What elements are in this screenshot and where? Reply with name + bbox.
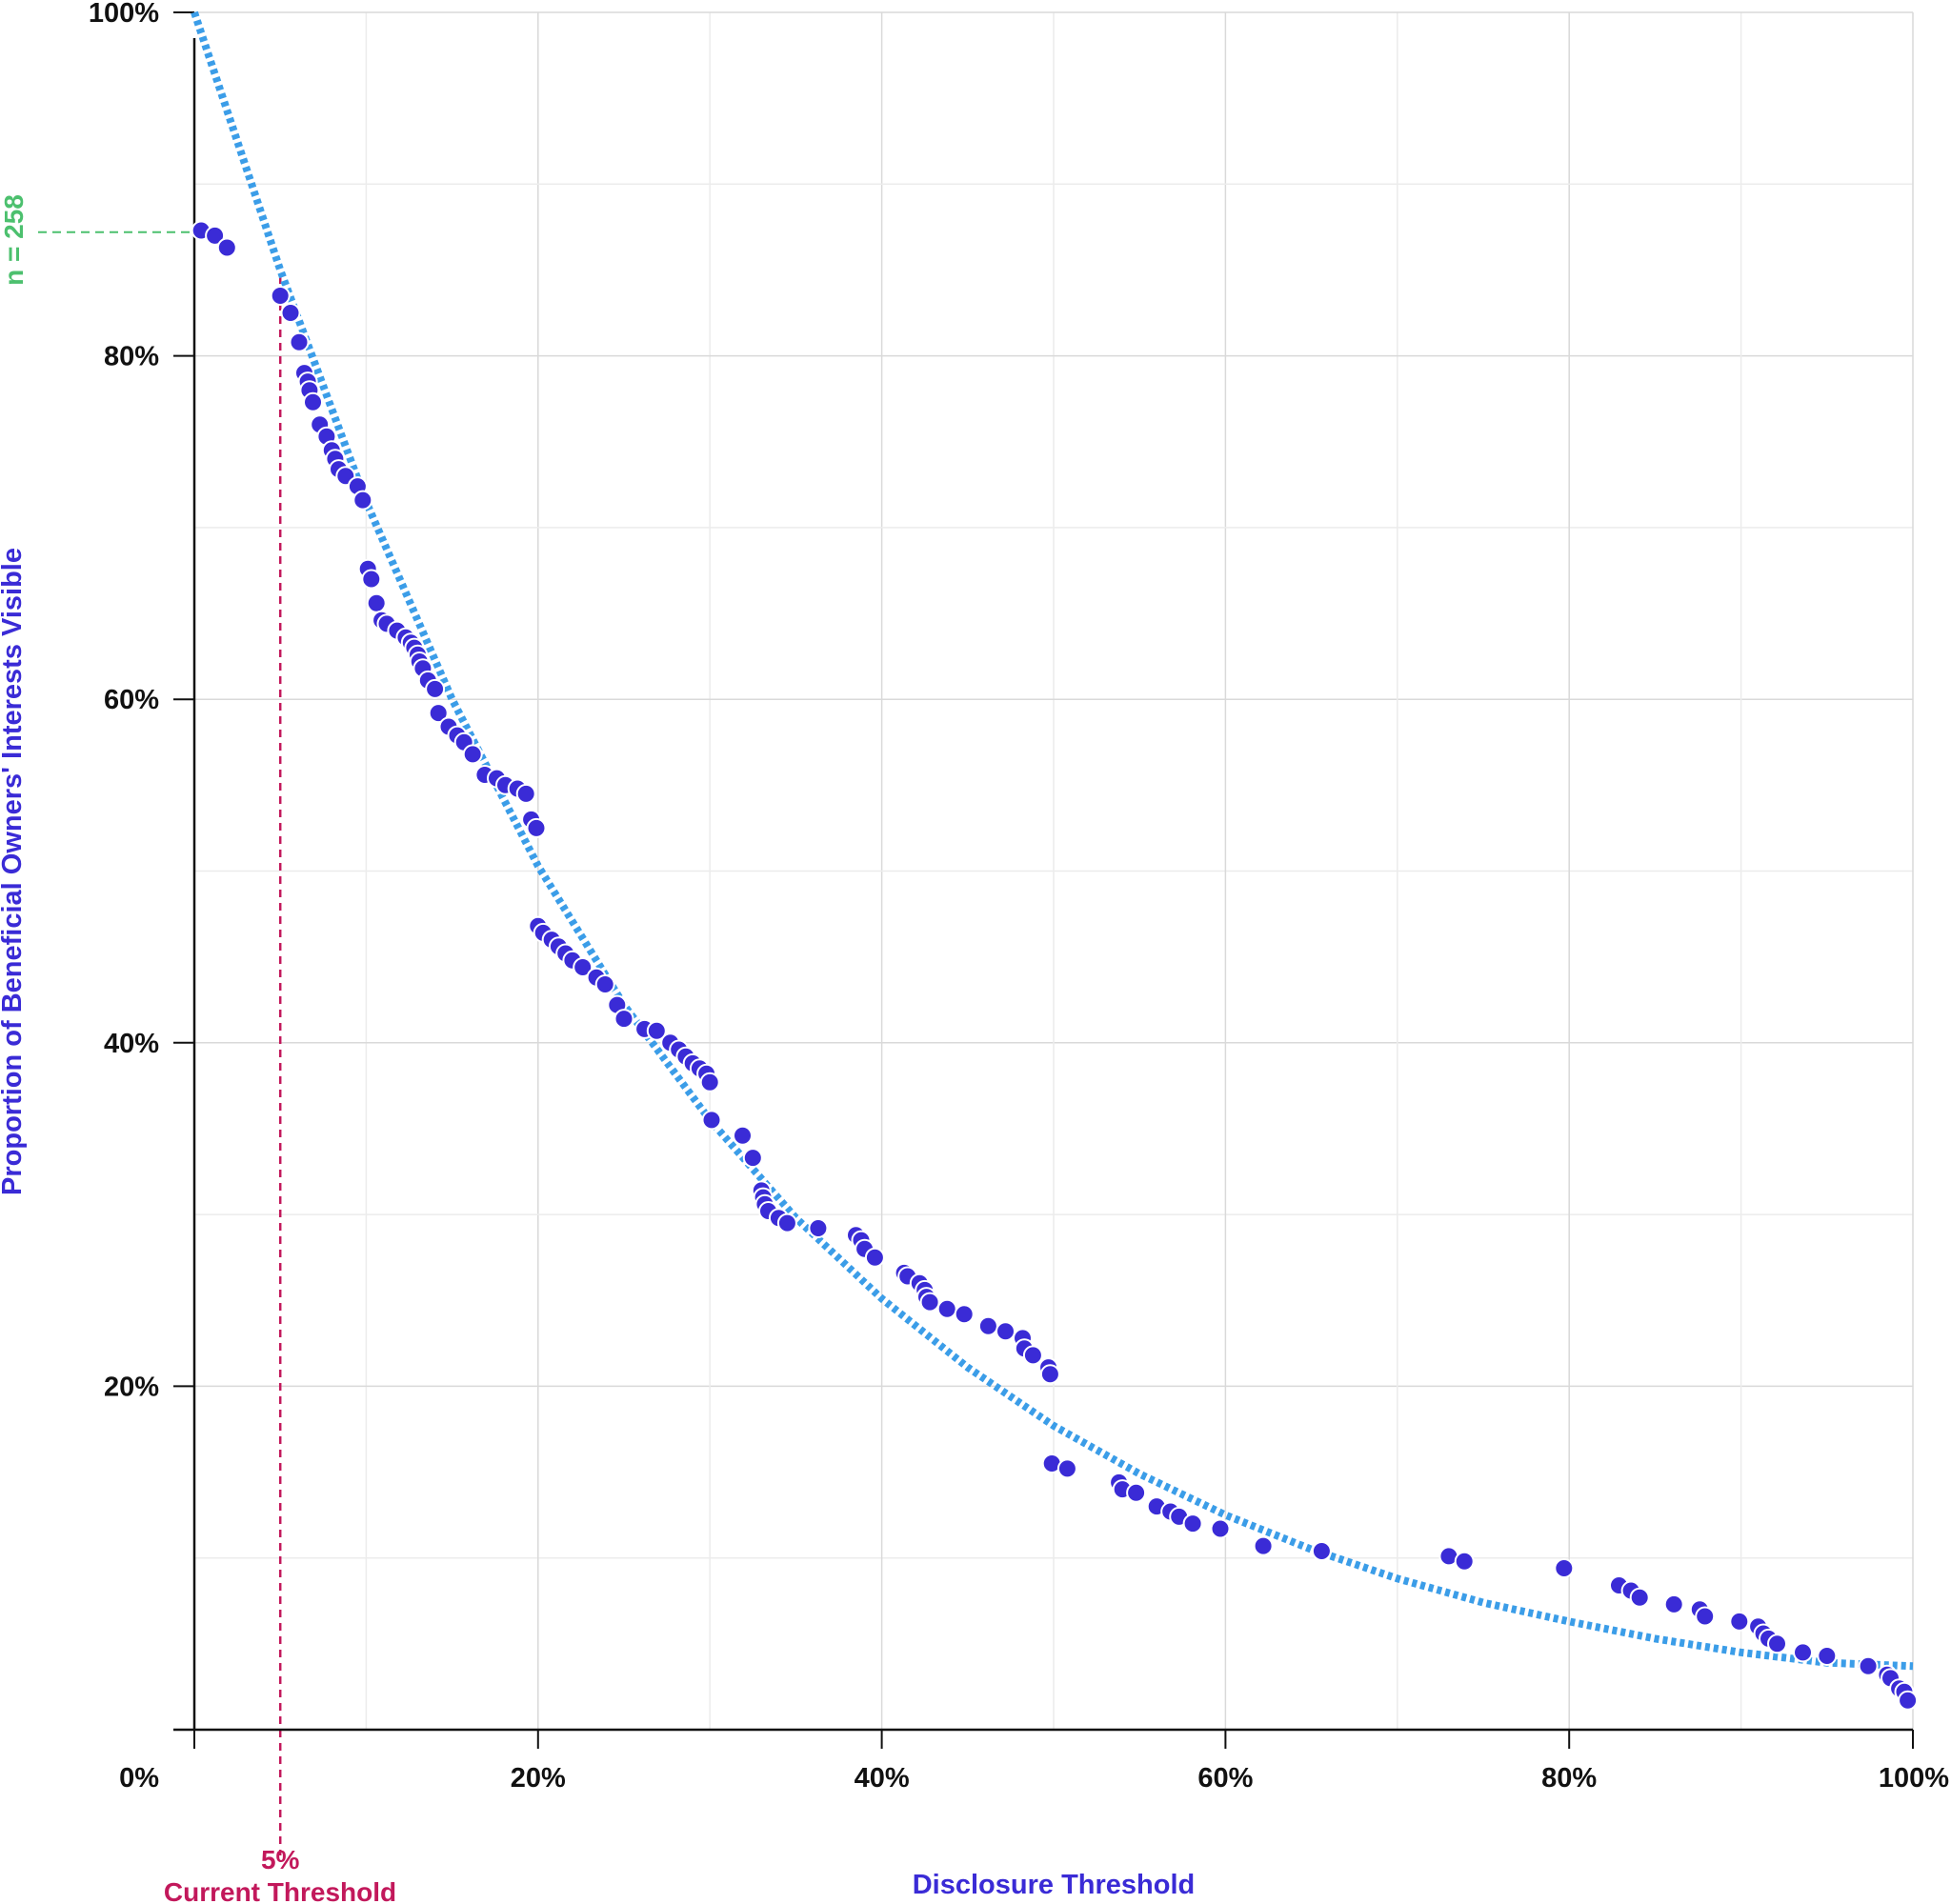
data-point	[425, 678, 446, 699]
x-tick-label: 40%	[855, 1763, 910, 1794]
data-point	[977, 1315, 998, 1336]
data-point	[1858, 1655, 1879, 1676]
data-points	[191, 220, 1919, 1711]
data-point	[303, 391, 323, 412]
data-point	[996, 1321, 1016, 1342]
data-point	[526, 817, 547, 838]
data-point	[1182, 1513, 1203, 1534]
data-point	[613, 1009, 634, 1030]
data-point	[573, 957, 593, 977]
data-point	[270, 286, 291, 306]
data-point	[366, 592, 387, 613]
data-point	[808, 1218, 829, 1238]
data-point	[864, 1247, 885, 1268]
data-point	[1629, 1587, 1650, 1608]
y-tick-label: 60%	[104, 685, 159, 715]
data-point	[1554, 1558, 1575, 1578]
data-point	[1729, 1611, 1750, 1632]
data-point	[216, 237, 237, 258]
grid	[194, 11, 1914, 1730]
data-point	[594, 974, 615, 994]
sample-size-label: n = 258	[0, 194, 29, 286]
data-point	[1695, 1606, 1716, 1627]
labels: Proportion of Beneficial Owners' Interes…	[0, 194, 1195, 1904]
data-point	[646, 1020, 667, 1041]
x-tick-label: 20%	[511, 1763, 566, 1794]
data-point	[1056, 1458, 1077, 1479]
data-point	[701, 1110, 722, 1131]
data-point	[1663, 1593, 1684, 1614]
y-axis-title: Proportion of Beneficial Owners' Interes…	[0, 548, 28, 1195]
y-tick-label: 100%	[89, 0, 159, 29]
data-point	[515, 783, 536, 804]
x-tick-label: 0%	[119, 1763, 159, 1794]
x-axis-title: Disclosure Threshold	[913, 1870, 1196, 1900]
data-point	[289, 331, 310, 352]
data-point	[1210, 1518, 1231, 1539]
data-point	[462, 744, 483, 765]
data-point	[1767, 1633, 1787, 1654]
data-point	[1898, 1690, 1919, 1711]
data-point	[699, 1072, 720, 1092]
trend-line	[191, 10, 1914, 1671]
data-point	[742, 1148, 763, 1169]
x-tick-label: 80%	[1541, 1763, 1597, 1794]
threshold-label: Current Threshold	[164, 1877, 396, 1904]
x-tick-label: 60%	[1197, 1763, 1253, 1794]
data-point	[1126, 1482, 1147, 1503]
data-point	[954, 1304, 975, 1325]
data-point	[205, 225, 226, 246]
data-point	[1454, 1551, 1475, 1572]
trend-curve	[191, 10, 1914, 1671]
data-point	[1039, 1364, 1060, 1385]
y-tick-label: 80%	[104, 342, 159, 372]
data-point	[733, 1125, 753, 1146]
y-tick-label: 40%	[104, 1029, 159, 1059]
threshold-value-label: 5%	[261, 1845, 300, 1874]
data-point	[1817, 1646, 1838, 1666]
data-point	[1793, 1642, 1813, 1663]
data-point	[361, 569, 382, 590]
data-point	[919, 1292, 940, 1313]
reference-lines	[38, 230, 282, 1855]
axes: 20% 40% 60% 80% 100% 0% 20% 40% 60% 80% 100%	[89, 0, 1949, 1794]
data-point	[1311, 1541, 1332, 1561]
data-point	[1253, 1535, 1274, 1556]
x-tick-label: 100%	[1879, 1763, 1949, 1794]
data-point	[1022, 1345, 1043, 1366]
y-tick-label: 20%	[104, 1372, 159, 1402]
data-point	[936, 1298, 957, 1319]
data-point	[776, 1213, 797, 1233]
data-point	[280, 303, 301, 323]
data-point	[352, 490, 373, 511]
data-point	[428, 703, 449, 724]
